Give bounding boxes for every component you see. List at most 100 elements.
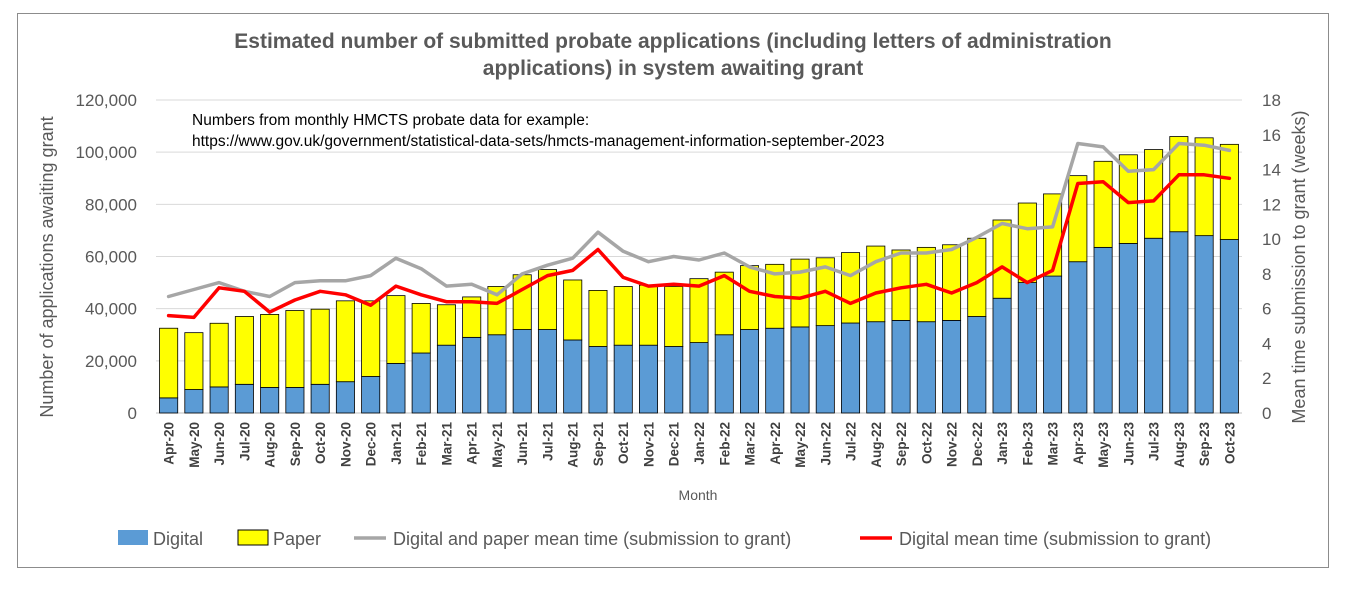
legend-item-digital-and-paper-mean-time: Digital and paper mean time (submission … — [354, 529, 791, 549]
x-tick-label: Jul-23 — [1147, 422, 1162, 462]
x-tick-label: Jul-22 — [844, 422, 859, 461]
bar-digital — [411, 352, 431, 414]
bar-digital — [310, 383, 330, 414]
bar-digital — [1118, 243, 1138, 414]
bar-digital — [714, 334, 734, 414]
legend: Digital Paper Digital and paper mean tim… — [118, 529, 1211, 549]
bar-paper — [285, 310, 305, 388]
y-tick-label: 100,000 — [76, 143, 137, 162]
y-tick-label: 60,000 — [85, 248, 137, 267]
annotation-line-1: Numbers from monthly HMCTS probate data … — [192, 112, 589, 129]
bar-paper — [436, 304, 456, 346]
bar-paper — [714, 271, 734, 336]
x-tick-label: Jun-20 — [212, 422, 227, 466]
x-tick-label: Jan-22 — [692, 422, 707, 465]
bar-digital — [209, 386, 229, 414]
x-tick-label: Jul-21 — [540, 422, 555, 462]
bar-paper — [310, 308, 330, 385]
x-tick-label: Aug-21 — [566, 422, 581, 468]
x-tick-label: Dec-21 — [667, 422, 682, 467]
legend-label-paper: Paper — [273, 529, 321, 549]
bar-paper — [260, 314, 280, 388]
x-tick-label: Sep-22 — [894, 422, 909, 466]
y2-tick-label: 14 — [1262, 161, 1281, 180]
bar-paper — [159, 327, 179, 399]
x-tick-label: May-20 — [187, 422, 202, 468]
bar-digital — [841, 322, 861, 414]
line-digital-and-paper-mean-time — [166, 141, 1232, 299]
legend-item-paper: Paper — [237, 529, 321, 549]
x-tick-label: Jan-21 — [389, 422, 404, 465]
bar-digital — [1068, 261, 1088, 414]
bar-digital — [967, 316, 987, 414]
bar-paper — [866, 245, 886, 323]
bar-digital — [891, 320, 911, 414]
x-tick-label: Aug-20 — [263, 422, 278, 468]
y2-tick-label: 12 — [1262, 195, 1281, 214]
y-tick-label: 40,000 — [85, 300, 137, 319]
y2-axis-title: Mean time submission to grant (weeks) — [1289, 110, 1309, 423]
bar-paper — [588, 290, 608, 347]
x-tick-label: Jan-23 — [995, 422, 1010, 465]
bar-paper — [992, 219, 1012, 299]
bar-paper — [487, 286, 507, 336]
x-tick-label: Sep-21 — [591, 422, 606, 467]
bar-digital — [765, 327, 785, 414]
bar-paper — [184, 332, 204, 390]
x-tick-label: Oct-23 — [1222, 422, 1237, 465]
x-tick-label: Oct-22 — [919, 422, 934, 464]
y-tick-label: 120,000 — [76, 91, 137, 110]
x-tick-label: Mar-21 — [439, 422, 454, 466]
bar-digital — [588, 346, 608, 414]
bar-paper — [234, 316, 254, 385]
x-tick-label: Sep-20 — [288, 422, 303, 466]
bar-paper — [361, 300, 381, 377]
bar-digital — [537, 329, 557, 414]
legend-item-digital-mean-time: Digital mean time (submission to grant) — [860, 529, 1211, 549]
bar-digital — [386, 363, 406, 414]
bar-digital — [462, 336, 482, 414]
bar-digital — [664, 346, 684, 414]
bar-paper — [1219, 143, 1239, 240]
x-tick-label: Apr-23 — [1071, 422, 1086, 465]
x-tick-label: Jul-20 — [237, 422, 252, 461]
y-axis-title: Number of applications awaiting grant — [37, 116, 57, 417]
x-tick-label: Aug-22 — [869, 422, 884, 468]
x-tick-label: Nov-21 — [641, 422, 656, 468]
bar-series — [159, 136, 1239, 414]
x-tick-label: Apr-21 — [465, 422, 480, 465]
legend-swatch-paper — [237, 529, 269, 546]
x-tick-label: Feb-22 — [717, 422, 732, 466]
bar-digital — [234, 383, 254, 414]
bar-digital — [613, 344, 633, 414]
x-tick-label: Nov-20 — [338, 422, 353, 467]
y2-tick-label: 2 — [1262, 369, 1271, 388]
bar-paper — [1118, 154, 1138, 244]
bar-digital — [1017, 282, 1037, 414]
x-tick-label: Dec-22 — [970, 422, 985, 466]
bar-digital — [335, 381, 355, 414]
x-tick-label: Mar-23 — [1046, 422, 1061, 466]
x-tick-label: Dec-20 — [364, 422, 379, 466]
bar-digital — [790, 326, 810, 414]
bar-digital — [815, 325, 835, 414]
bar-paper — [942, 244, 962, 321]
y2-tick-label: 4 — [1262, 334, 1271, 353]
y2-tick-label: 6 — [1262, 300, 1271, 319]
x-tick-label: May-22 — [793, 422, 808, 468]
y2-tick-label: 16 — [1262, 126, 1281, 145]
x-tick-label: Feb-23 — [1020, 422, 1035, 466]
y2-tick-label: 10 — [1262, 230, 1281, 249]
bar-paper — [1194, 137, 1214, 237]
x-tick-label: Feb-21 — [414, 422, 429, 466]
bar-paper — [1093, 160, 1113, 248]
bar-digital — [487, 334, 507, 414]
bar-paper — [664, 286, 684, 347]
bar-paper — [563, 279, 583, 341]
legend-swatch-digital — [118, 530, 148, 545]
chart-title-line-1: Estimated number of submitted probate ap… — [234, 30, 1111, 53]
bar-digital — [563, 339, 583, 414]
bar-paper — [740, 265, 760, 330]
x-tick-label: Sep-23 — [1197, 422, 1212, 467]
